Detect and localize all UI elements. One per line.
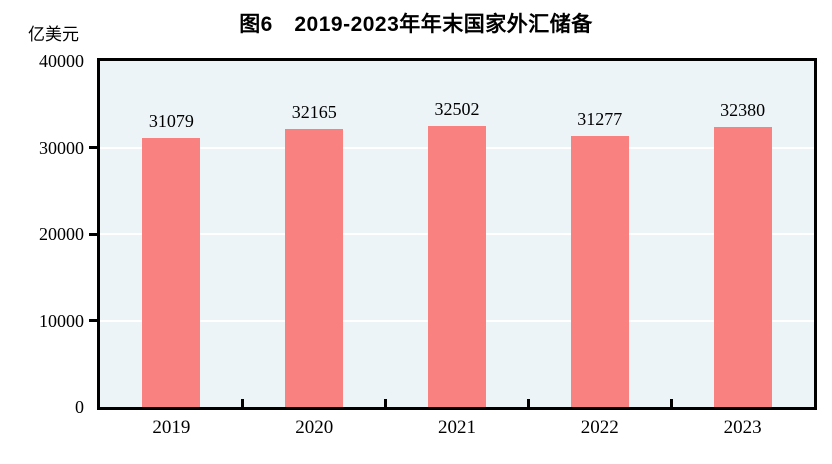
bar-2020: [285, 128, 344, 407]
y-axis-unit-label: 亿美元: [28, 25, 79, 44]
y-tick-label-40000: 40000: [39, 51, 84, 71]
x-tick-mark: [241, 399, 245, 407]
y-tick-mark: [89, 146, 97, 149]
x-tick-label-2023: 2023: [723, 417, 762, 438]
x-tick-mark: [526, 399, 530, 407]
bar-2023: [713, 126, 772, 407]
bar-2022: [570, 136, 629, 407]
y-tick-mark: [89, 319, 97, 322]
bar-2021: [428, 125, 486, 407]
x-tick-mark: [384, 399, 388, 407]
y-tick-label-10000: 10000: [39, 310, 84, 331]
y-tick-label-0: 0: [75, 397, 84, 417]
x-tick-label-2022: 2022: [580, 417, 619, 438]
bar-value-label: 32502: [434, 98, 480, 119]
x-tick-label-2021: 2021: [437, 417, 476, 438]
x-tick-label-2020: 2020: [295, 417, 334, 438]
bar-value-label: 31079: [148, 111, 194, 132]
x-tick-mark: [669, 399, 673, 407]
chart-title: 图6 2019-2023年年末国家外汇储备: [239, 13, 593, 36]
y-axis-tick-labels: 0 10000 20000 30000 40000: [0, 51, 90, 417]
x-tick-label-2019: 2019: [152, 417, 191, 438]
y-tick-label-30000: 30000: [39, 137, 84, 158]
bar-2019: [142, 138, 201, 407]
y-tick-label-20000: 20000: [39, 224, 84, 244]
bar-value-label: 31277: [577, 109, 623, 130]
plot-area: 31079 32165 32502 31277 32380: [89, 58, 817, 410]
bar-value-label: 32380: [720, 99, 766, 120]
y-tick-mark: [89, 232, 97, 236]
x-axis-tick-labels: 2019 2020 2021 2022 2023: [97, 416, 817, 442]
bar-value-label: 32165: [291, 101, 337, 122]
